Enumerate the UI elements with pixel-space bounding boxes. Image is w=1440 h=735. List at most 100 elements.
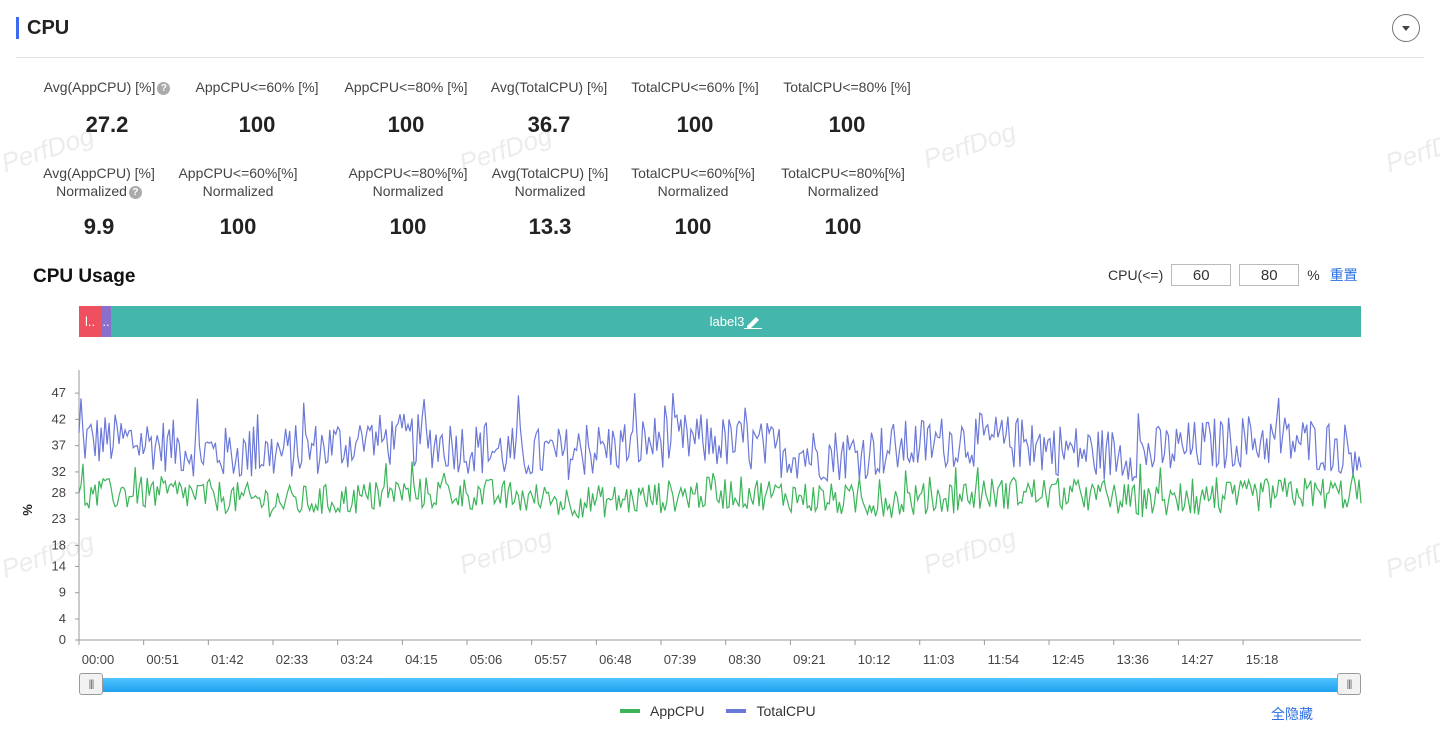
metric-label: TotalCPU<=60% [%] [631,79,759,95]
section-header: CPU [16,14,69,42]
x-tick-label: 03:24 [340,652,373,667]
metric-appcpu-le80-normalized: AppCPU<=80%[%] Normalized 100 [340,164,476,239]
metric-value: 100 [389,214,427,239]
cpu-threshold-controls: CPU(<=) % 重置 [1108,264,1358,286]
chart-title: CPU Usage [33,266,136,287]
metric-label: Normalized [372,183,444,199]
y-tick-label: 23 [52,511,66,526]
metric-avg-totalcpu-normalized: Avg(TotalCPU) [%] Normalized 13.3 [482,164,618,239]
metric-label: Normalized [807,183,879,199]
label-segment[interactable]: label3 [111,306,1361,337]
x-tick-label: 07:39 [664,652,697,667]
metric-appcpu-le60-normalized: AppCPU<=60%[%] Normalized 100 [170,164,306,239]
x-tick-label: 10:12 [858,652,891,667]
label-bar: l.. .. label3 [79,306,1361,337]
metric-appcpu-le60: AppCPU<=60% [%] 100 [186,78,328,137]
watermark: PerfDog [919,116,1020,175]
watermark: PerfDog [1381,120,1440,179]
label-segment-text: .. [102,314,110,329]
legend-swatch [620,709,640,713]
threshold-unit: % [1307,267,1320,283]
x-tick-label: 05:06 [470,652,503,667]
help-icon[interactable]: ? [128,185,142,199]
metric-appcpu-le80: AppCPU<=80% [%] 100 [335,78,477,137]
chart-legend: AppCPU TotalCPU [620,703,838,719]
metric-value: 27.2 [85,112,129,137]
label-segment-text: label3 [709,314,745,329]
metric-value: 100 [676,112,714,137]
legend-label: TotalCPU [756,703,816,719]
x-tick-label: 11:03 [923,652,955,667]
x-tick-label: 09:21 [793,652,826,667]
metric-label: Normalized [56,183,127,199]
metric-label: Avg(TotalCPU) [%] [490,79,608,95]
x-tick-label: 06:48 [599,652,632,667]
metric-avg-totalcpu: Avg(TotalCPU) [%] 36.7 [482,78,616,137]
metric-value: 36.7 [527,112,571,137]
label-segment[interactable]: l.. [79,306,101,337]
x-tick-label: 13:36 [1116,652,1149,667]
x-tick-label: 11:54 [988,652,1020,667]
threshold-label: CPU(<=) [1108,267,1164,283]
y-tick-label: 28 [52,485,66,500]
threshold-low-input[interactable] [1171,264,1232,286]
metric-label: TotalCPU<=60%[%] [631,165,755,181]
metric-value: 100 [219,214,257,239]
y-tick-label: 37 [52,438,66,453]
x-tick-label: 05:57 [534,652,567,667]
metric-avg-appcpu-normalized: Avg(AppCPU) [%] Normalized? 9.9 [34,164,164,239]
metric-label: AppCPU<=60%[%] [178,165,298,181]
y-tick-label: 0 [59,632,66,647]
metric-label: Normalized [514,183,586,199]
x-tick-label: 12:45 [1052,652,1085,667]
metric-label: Avg(TotalCPU) [%] [491,165,609,181]
header-divider [16,57,1424,58]
metric-label: TotalCPU<=80% [%] [783,79,911,95]
metric-totalcpu-le60-normalized: TotalCPU<=60%[%] Normalized 100 [622,164,764,239]
metric-label: Avg(AppCPU) [%] [43,165,155,181]
legend-item-totalcpu[interactable]: TotalCPU [726,703,816,719]
y-tick-label: 14 [52,558,66,573]
y-tick-label: 4 [59,611,66,626]
metric-label: Avg(AppCPU) [%] [43,79,156,95]
collapse-button[interactable] [1392,14,1420,42]
slider-handle-left[interactable]: ||| [79,673,103,695]
metric-value: 100 [824,214,862,239]
metric-label: AppCPU<=80%[%] [348,165,468,181]
metric-value: 13.3 [528,214,572,239]
metric-value: 100 [238,112,276,137]
metric-label: Normalized [202,183,274,199]
series-line-totalcpu [78,393,1362,483]
metric-label: TotalCPU<=80%[%] [781,165,905,181]
metric-value: 100 [387,112,425,137]
x-tick-label: 14:27 [1181,652,1214,667]
slider-track[interactable] [89,678,1351,692]
title-accent-bar [16,17,19,39]
metric-value: 100 [674,214,712,239]
x-tick-label: 15:18 [1246,652,1279,667]
y-tick-label: 32 [52,464,66,479]
time-range-slider[interactable]: ||| ||| [79,673,1361,697]
slider-handle-right[interactable]: ||| [1337,673,1361,695]
cpu-usage-chart: 0 4 9 14 18 23 28 32 37 42 47 00:00 00:51 01:42 02:33… [20,370,1362,667]
threshold-high-input[interactable] [1239,264,1300,286]
y-tick-label: 47 [52,385,66,400]
metric-label: AppCPU<=80% [%] [344,79,468,95]
metric-value: 9.9 [83,214,115,239]
legend-item-appcpu[interactable]: AppCPU [620,703,704,719]
hide-all-link[interactable]: 全隐藏 [1271,706,1313,722]
help-icon[interactable]: ? [157,81,171,95]
metric-totalcpu-le80-normalized: TotalCPU<=80%[%] Normalized 100 [772,164,914,239]
edit-pencil-icon[interactable] [744,315,763,329]
x-tick-label: 04:15 [405,652,438,667]
metric-label: Normalized [657,183,729,199]
legend-swatch [726,709,747,713]
metric-label: AppCPU<=60% [%] [195,79,319,95]
reset-link[interactable]: 重置 [1329,267,1358,283]
y-tick-label: 18 [52,537,66,552]
y-axis-label: % [20,504,35,516]
label-segment[interactable]: .. [101,306,111,337]
metric-totalcpu-le60: TotalCPU<=60% [%] 100 [622,78,768,137]
y-tick-label: 42 [52,411,66,426]
series-line-appcpu [78,461,1362,519]
